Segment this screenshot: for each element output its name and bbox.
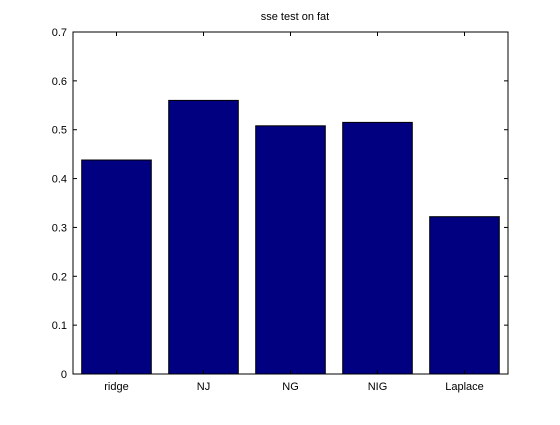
bar-ridge [81,159,152,375]
bar-ng [255,125,326,375]
x-tick-label: Laplace [445,381,484,393]
chart-title: sse test on fat [261,11,329,23]
x-tick-label: NJ [197,381,210,393]
y-tick-label: 0.2 [52,271,67,283]
y-tick-label: 0 [61,369,67,381]
y-tick-label: 0.7 [52,27,67,39]
y-tick-label: 0.5 [52,125,67,137]
bar-nj [168,99,239,375]
bar-laplace [429,216,500,375]
y-tick-label: 0.3 [52,222,67,234]
bar-nig [342,121,413,375]
x-tick-label: NG [282,381,299,393]
y-tick-label: 0.1 [52,320,67,332]
y-tick-label: 0.4 [52,174,67,186]
y-tick-label: 0.6 [52,76,67,88]
bars-group [81,99,500,375]
x-tick-label: ridge [104,381,128,393]
x-tick-label: NIG [368,381,388,393]
y-ticks-group: 0 0.1 0.2 0.3 0.4 0.5 0.6 0.7 [52,27,508,381]
x-ticks-group: ridge NJ NG NIG Laplace [104,32,484,393]
